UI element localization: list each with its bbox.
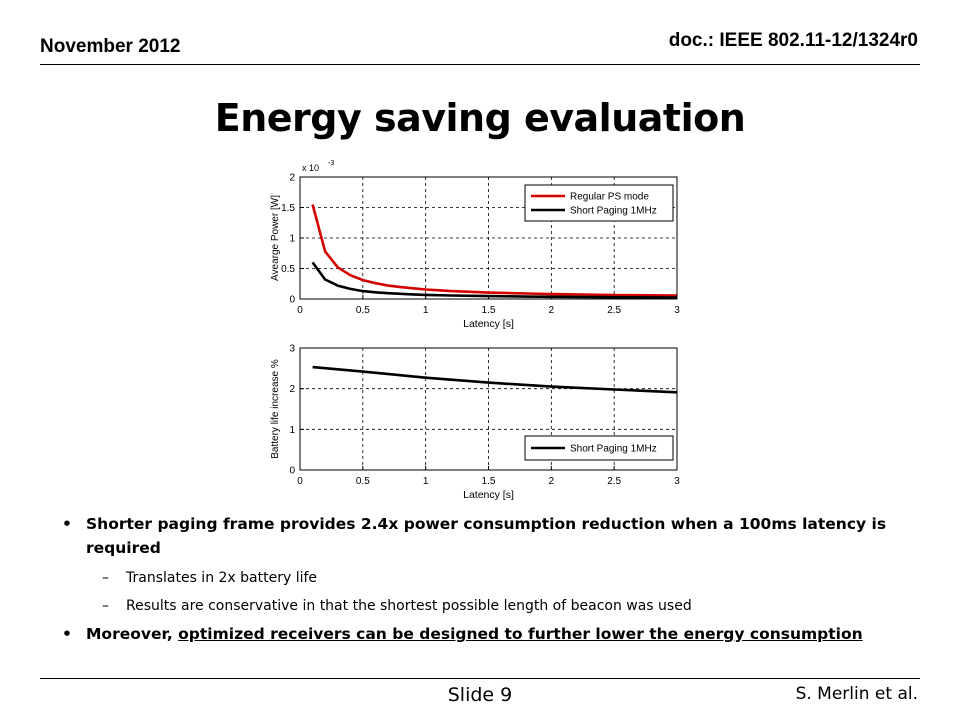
- x-tick-label: 2: [549, 305, 555, 316]
- x-tick-label: 2.5: [607, 476, 621, 487]
- bullet-text: Shorter paging frame provides 2.4x power…: [86, 515, 887, 557]
- plot-frame: [299, 347, 678, 471]
- x-tick-label: 0.5: [356, 476, 370, 487]
- x-tick-label: 0.5: [356, 305, 370, 316]
- slide-title: Energy saving evaluation: [214, 96, 746, 140]
- y-tick-label: 2: [289, 384, 295, 395]
- x-tick-label: 0: [297, 305, 303, 316]
- header-doc-id: doc.: IEEE 802.11-12/1324r0: [668, 30, 918, 51]
- bullet-item: • Moreover, optimized receivers can be d…: [62, 622, 922, 646]
- footer-rule: [40, 678, 920, 679]
- sub-bullet-dash: –: [102, 598, 109, 614]
- y-axis-label: Battery life increase %: [270, 359, 281, 459]
- x-tick-label: 2: [549, 476, 555, 487]
- y-tick-label: 0: [289, 466, 295, 477]
- power-chart: 0 0.5 1 1.5 2 2.5 3 0 0.5 1 1.5 2 Latency [s] Avearge…: [270, 160, 680, 330]
- y-multiplier: x 10: [302, 163, 319, 173]
- legend-label: Short Paging 1MHz: [570, 206, 657, 217]
- header-date: November 2012: [40, 36, 181, 57]
- series-line: [311, 261, 678, 299]
- y-multiplier-exponent: -3: [328, 160, 334, 167]
- bullet-list: • Shorter paging frame provides 2.4x pow…: [62, 512, 922, 646]
- footer-author: S. Merlin et al.: [795, 684, 918, 704]
- x-tick-label: 3: [674, 476, 680, 487]
- y-tick-label: 1: [289, 234, 295, 245]
- x-tick-label: 3: [674, 305, 680, 316]
- x-tick-label: 1: [423, 305, 429, 316]
- series-line: [311, 204, 678, 297]
- sub-bullet-item: – Results are conservative in that the s…: [62, 596, 922, 616]
- series-line: [312, 365, 678, 394]
- x-tick-label: 0: [297, 476, 303, 487]
- sub-bullet-item: – Translates in 2x battery life: [62, 568, 922, 588]
- bullet-item: • Shorter paging frame provides 2.4x pow…: [62, 512, 922, 560]
- y-tick-label: 1.5: [281, 203, 295, 214]
- legend-box: [524, 184, 674, 222]
- slide-number: Slide 9: [447, 684, 513, 706]
- sub-bullet-dash: –: [102, 570, 109, 586]
- y-tick-label: 0: [289, 295, 295, 306]
- x-tick-label: 2.5: [607, 305, 621, 316]
- x-tick-label: 1.5: [482, 476, 496, 487]
- x-tick-label: 1.5: [482, 305, 496, 316]
- sub-bullet-text: Results are conservative in that the sho…: [126, 598, 692, 614]
- bullet-dot: •: [62, 515, 72, 533]
- bullet-text-underlined: optimized receivers can be designed to f…: [178, 625, 863, 643]
- y-tick-label: 1: [289, 425, 295, 436]
- battery-chart: 0 0.5 1 1.5 2 2.5 3 0 1 2 3 Latency [s] Battery life…: [270, 344, 680, 502]
- x-axis-label: Latency [s]: [463, 489, 514, 501]
- header-rule: [40, 64, 920, 65]
- bullet-text-prefix: Moreover,: [86, 625, 179, 643]
- x-axis-label: Latency [s]: [463, 318, 514, 330]
- legend-label: Regular PS mode: [570, 192, 649, 203]
- x-tick-label: 1: [423, 476, 429, 487]
- y-tick-label: 3: [289, 344, 295, 355]
- legend-label: Short Paging 1MHz: [570, 444, 657, 455]
- y-axis-label: Avearge Power [W]: [270, 195, 281, 281]
- bullet-dot: •: [62, 625, 72, 643]
- y-tick-label: 2: [289, 173, 295, 184]
- plot-frame: [299, 176, 678, 300]
- y-tick-label: 0.5: [281, 264, 295, 275]
- sub-bullet-text: Translates in 2x battery life: [126, 570, 318, 586]
